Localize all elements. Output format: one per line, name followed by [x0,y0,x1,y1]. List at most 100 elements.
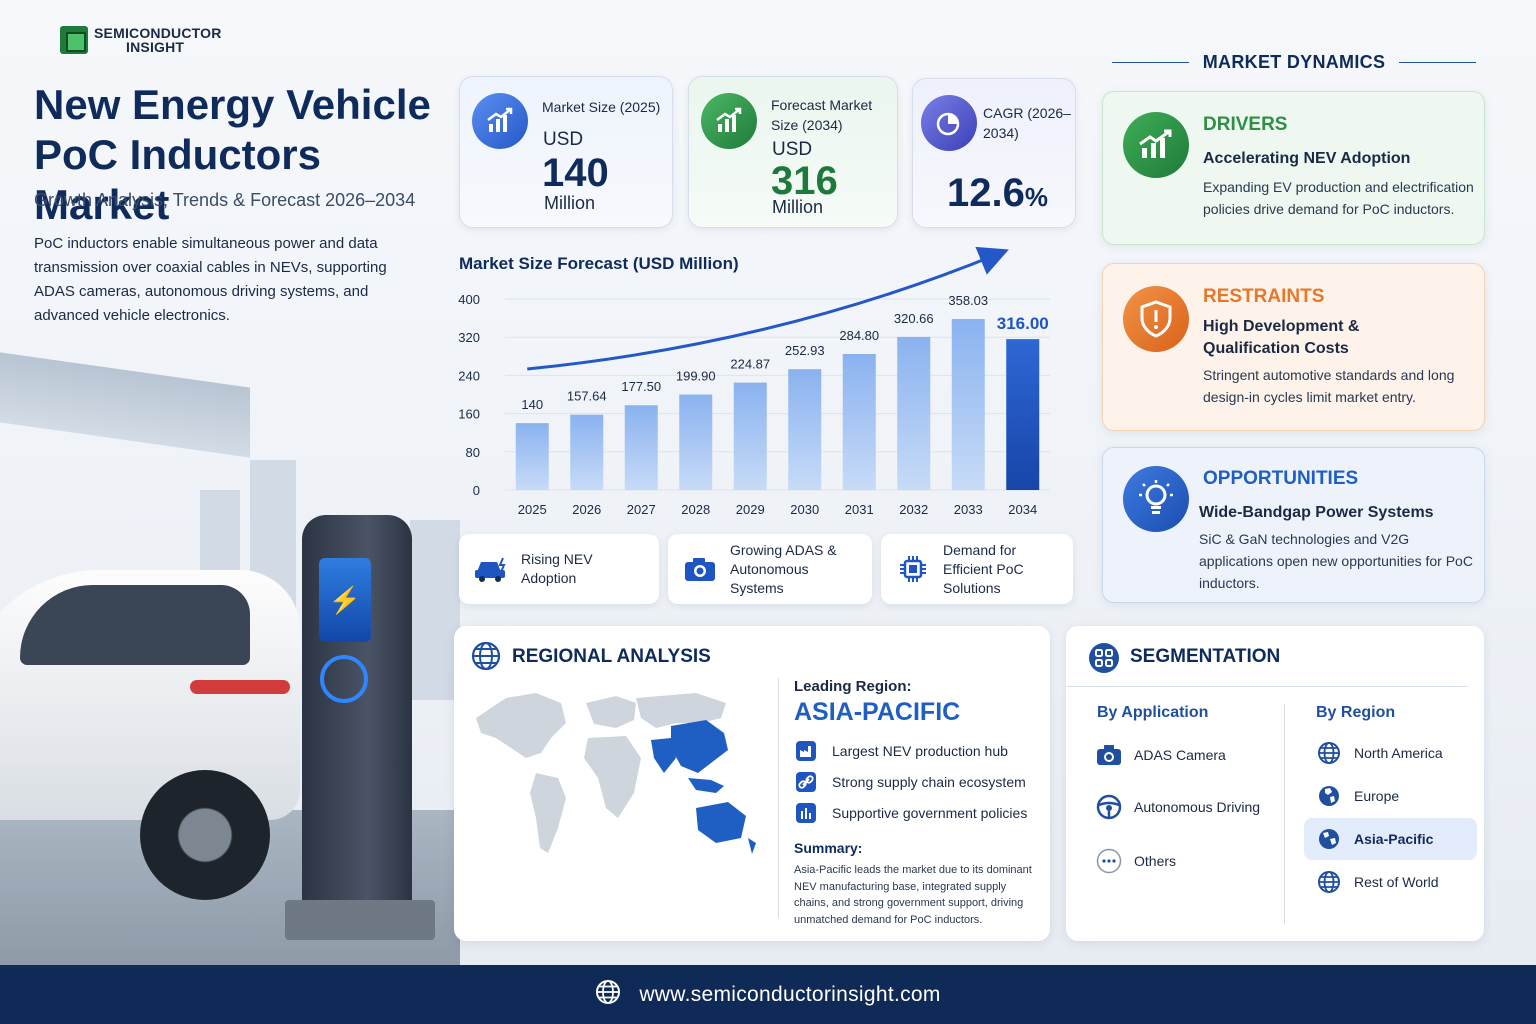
bar-value-label: 316.00 [997,314,1049,333]
bar-2027 [624,405,658,490]
globe-icon [1316,740,1342,766]
y-tick-label: 80 [466,445,480,460]
factor-efficient-poc: Demand for Efficient PoC Solutions [881,534,1073,604]
seg-item-label: Asia-Pacific [1354,831,1434,847]
chart-x-axis: 2025 2026 2027 2028 2029 2030 2031 2032 2033 2034 [518,502,1037,517]
bar-2028 [679,394,713,490]
map-new-zealand [748,838,756,854]
bar-2031 [842,354,876,490]
bar-chart: 0 80 160 240 320 400 140 157.64 177.50 199.90 224… [458,246,1050,517]
seg-item-adas-camera: ADAS Camera [1096,742,1226,768]
dynamics-headline: Wide-Bandgap Power Systems [1199,504,1434,521]
dynamics-category: OPPORTUNITIES [1203,468,1359,489]
kpi-currency: USD [543,129,584,150]
kpi-value: 140 [542,151,609,195]
car-icon [473,551,509,587]
x-tick-label: 2033 [954,502,983,517]
x-tick-label: 2025 [518,502,547,517]
page-subtitle: Growth Analysis, Trends & Forecast 2026–… [34,190,416,210]
summary-text: Asia-Pacific leads the market due to its… [794,864,1032,926]
x-tick-label: 2028 [681,502,710,517]
dynamics-body: Expanding EV production and electrificat… [1203,179,1474,217]
kpi-card-market-size: Market Size (2025) USD 140 Million [459,76,673,228]
lightbulb-icon [1123,466,1189,532]
chart-y-axis: 0 80 160 240 320 400 [458,292,480,498]
factor-label: Rising NEV Adoption [521,551,593,586]
kpi-unit: Million [544,193,596,213]
bar-value-label: 224.87 [730,357,770,372]
divider [778,678,779,918]
dynamics-body: Stringent automotive standards and long … [1203,367,1455,405]
map-asia-pacific-east [671,720,728,773]
dynamics-body: SiC & GaN technologies and V2G applicati… [1199,531,1473,591]
segmentation-panel: SEGMENTATION By Application ADAS Camera … [1066,626,1484,941]
world-map [476,693,756,854]
regional-analysis-panel: REGIONAL ANALYSIS Leading Region: ASIA-P… [454,626,1050,941]
factor-label: Demand for Efficient PoC Solutions [943,541,1024,596]
factor-adas: Growing ADAS & Autonomous Systems [668,534,872,604]
bar-value-label: 252.93 [785,343,825,358]
website-link[interactable]: www.semiconductorinsight.com [639,982,941,1006]
summary-label: Summary: [794,840,863,856]
chip-icon [895,551,931,587]
steering-wheel-icon [1096,794,1122,820]
globe-icon [1316,826,1342,852]
y-tick-label: 0 [473,483,480,498]
lightning-bolt-icon: ⚡ [319,558,371,642]
kpi-value-suffix: % [1024,182,1048,212]
link-icon [794,770,818,794]
globe-icon [1316,869,1342,895]
reason-text: Supportive government policies [832,805,1028,821]
reason-item: Strong supply chain ecosystem [794,770,1026,794]
bar-value-label: 157.64 [567,389,607,404]
chart-title: Market Size Forecast (USD Million) [459,254,739,273]
kpi-value-number: 12.6 [947,171,1025,215]
bar-2034 [1006,339,1040,490]
seg-item-label: Rest of World [1354,874,1439,890]
chart-up-icon [701,93,757,149]
x-tick-label: 2029 [736,502,765,517]
brand-name-line2: INSIGHT [126,39,185,55]
x-tick-label: 2034 [1008,502,1037,517]
brand-name-line1: SEMICONDUCTOR [94,25,222,41]
kpi-card-forecast: Forecast Market Size (2034) USD 316 Mill… [688,76,898,228]
kpi-label: Market Size (2025) [542,99,661,115]
x-tick-label: 2027 [627,502,656,517]
chart-bars: 140 157.64 177.50 199.90 224.87 252.93 284.80 3… [515,293,1049,490]
kpi-value: 316 [771,159,838,203]
kpi-value: 12.6% [947,171,1048,216]
seg-column-title: By Region [1316,704,1396,721]
reason-text: Strong supply chain ecosystem [832,774,1026,790]
bar-2032 [897,336,931,490]
x-tick-label: 2026 [572,502,601,517]
factor-label: Growing ADAS & Autonomous Systems [730,541,837,596]
map-russia [636,693,726,728]
bar-value-label: 320.66 [894,311,934,326]
y-tick-label: 320 [458,330,480,345]
reason-item: Supportive government policies [794,801,1027,825]
section-title: SEGMENTATION [1130,646,1281,667]
reason-item: Largest NEV production hub [794,739,1008,763]
map-africa [584,736,641,818]
bar-value-label: 358.03 [948,293,988,308]
seg-item-label: North America [1354,745,1443,761]
map-south-america [530,773,566,853]
divider [1284,704,1285,924]
kpi-label: Forecast Market Size (2034) [771,97,873,133]
map-asia-pacific-south [651,738,676,773]
ev-charging-illustration: ⚡ [0,340,460,965]
x-tick-label: 2030 [790,502,819,517]
map-asia-pacific-islands [688,778,724,793]
dynamics-category: RESTRAINTS [1203,286,1325,307]
x-tick-label: 2031 [845,502,874,517]
charger-base [285,900,435,940]
globe-icon [595,979,621,1010]
seg-item-rest-of-world: Rest of World [1316,869,1439,895]
bar-2033 [951,319,985,490]
solar-canopy [0,352,250,458]
section-title: MARKET DYNAMICS [1202,52,1386,72]
camera-icon [682,551,718,587]
seg-item-asia-pacific: Asia-Pacific [1304,818,1478,860]
y-tick-label: 400 [458,292,480,307]
map-north-america [476,693,566,758]
